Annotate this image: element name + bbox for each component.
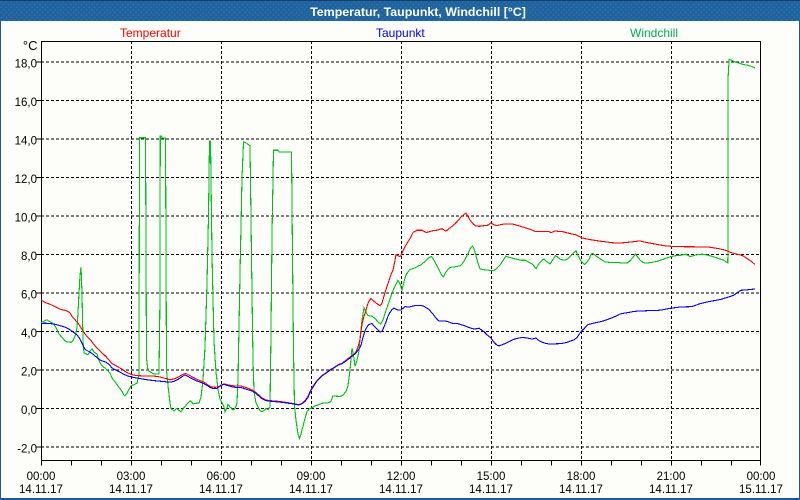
svg-text:8,0: 8,0 — [21, 251, 37, 263]
svg-text:12,0: 12,0 — [15, 174, 37, 186]
svg-text:16,0: 16,0 — [15, 97, 37, 109]
svg-text:0,0: 0,0 — [21, 405, 37, 417]
svg-text:15.11.17: 15.11.17 — [739, 484, 783, 496]
svg-text:00:00: 00:00 — [27, 471, 56, 483]
svg-text:06:00: 06:00 — [207, 471, 236, 483]
svg-text:14.11.17: 14.11.17 — [199, 484, 243, 496]
svg-text:10,0: 10,0 — [15, 213, 37, 225]
svg-text:14,0: 14,0 — [15, 136, 37, 148]
svg-text:14.11.17: 14.11.17 — [469, 484, 513, 496]
svg-text:14.11.17: 14.11.17 — [649, 484, 693, 496]
svg-text:12:00: 12:00 — [387, 471, 416, 483]
svg-text:18,0: 18,0 — [15, 59, 37, 71]
svg-text:00:00: 00:00 — [747, 471, 776, 483]
svg-text:2,0: 2,0 — [21, 367, 37, 379]
svg-text:21:00: 21:00 — [657, 471, 686, 483]
svg-text:03:00: 03:00 — [117, 471, 146, 483]
svg-text:14.11.17: 14.11.17 — [559, 484, 603, 496]
svg-text:15:00: 15:00 — [477, 471, 506, 483]
svg-text:6,0: 6,0 — [21, 290, 37, 302]
svg-text:18:00: 18:00 — [567, 471, 596, 483]
svg-text:09:00: 09:00 — [297, 471, 326, 483]
svg-text:-2,0: -2,0 — [17, 444, 37, 456]
svg-text:14.11.17: 14.11.17 — [19, 484, 63, 496]
svg-text:4,0: 4,0 — [21, 328, 37, 340]
svg-text:°C: °C — [23, 38, 38, 53]
svg-text:14.11.17: 14.11.17 — [109, 484, 153, 496]
svg-text:14.11.17: 14.11.17 — [379, 484, 423, 496]
svg-text:14.11.17: 14.11.17 — [289, 484, 333, 496]
